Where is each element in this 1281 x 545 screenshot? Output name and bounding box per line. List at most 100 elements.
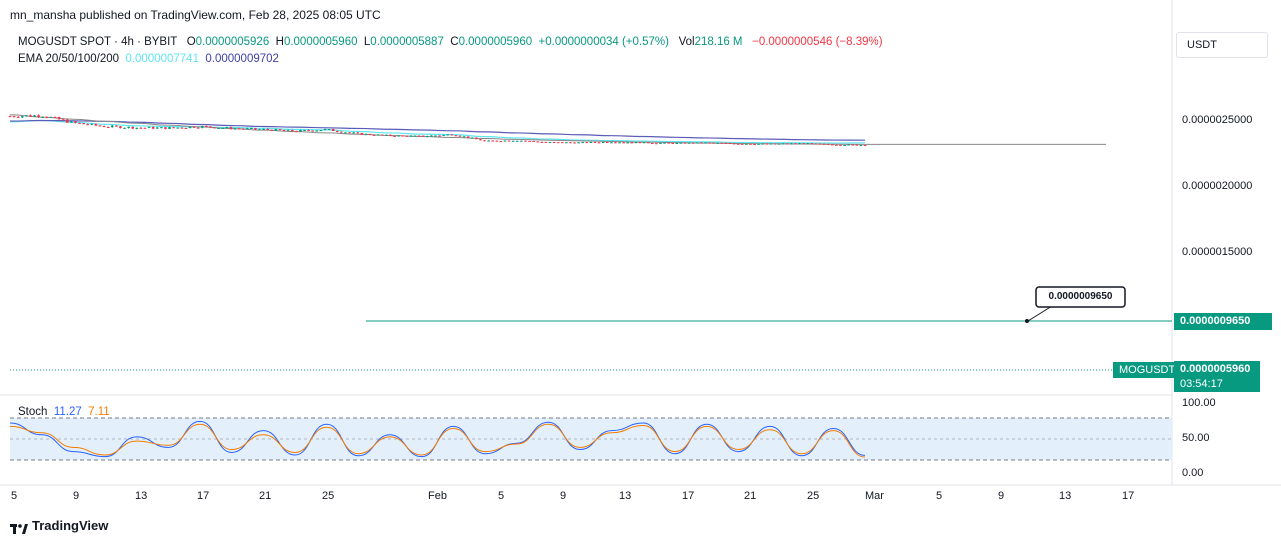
candle-body xyxy=(794,143,797,145)
candle-body xyxy=(270,129,274,131)
candle-body xyxy=(385,134,388,136)
candle-body xyxy=(364,133,368,135)
candle-body xyxy=(773,143,777,145)
time-label: 21 xyxy=(259,490,272,502)
candle-body xyxy=(237,128,241,130)
candle-body xyxy=(605,142,609,144)
candle-body xyxy=(577,142,580,144)
low-value: 0.0000005887 xyxy=(370,36,444,48)
close-label: C xyxy=(450,36,459,48)
time-label: 9 xyxy=(998,490,1005,502)
candle-body xyxy=(659,142,662,144)
candle-body xyxy=(552,142,556,144)
candle-body xyxy=(671,142,675,144)
open-value: 0.0000005926 xyxy=(195,36,270,48)
candle-body xyxy=(573,142,576,144)
candle-body xyxy=(45,116,49,118)
candle-body xyxy=(147,126,151,128)
candle-body xyxy=(25,115,28,117)
symbol-title[interactable]: MOGUSDT SPOT · 4h · BYBIT xyxy=(18,36,178,48)
candle-body xyxy=(94,123,98,126)
candle-body xyxy=(344,132,347,134)
candle-body xyxy=(266,128,270,130)
candle-body xyxy=(372,134,376,136)
candle-body xyxy=(700,142,703,144)
candle-body xyxy=(740,143,744,145)
candle-body xyxy=(205,126,208,128)
ema-value-2: 0.0000009702 xyxy=(205,53,279,65)
candle-body xyxy=(491,140,495,142)
candle-layer xyxy=(8,114,867,147)
series-layer xyxy=(9,114,1106,145)
candle-body xyxy=(192,126,196,128)
candle-body xyxy=(123,127,126,129)
candle-body xyxy=(511,140,515,142)
candle-body xyxy=(299,130,302,132)
candle-body xyxy=(184,127,188,129)
candle-body xyxy=(663,142,666,144)
stoch-d-value: 7.11 xyxy=(88,406,110,418)
stoch-d-line xyxy=(9,423,866,458)
time-label: 13 xyxy=(619,490,632,502)
candle-body xyxy=(720,142,724,144)
ema-legend[interactable]: EMA 20/50/100/200 0.0000007741 0.0000009… xyxy=(18,53,279,65)
candle-body xyxy=(667,142,670,144)
time-label: 5 xyxy=(11,490,18,502)
candle-body xyxy=(196,127,200,129)
candle-body xyxy=(524,140,527,142)
brand[interactable]: TradingView xyxy=(10,518,109,534)
candle-body xyxy=(724,142,728,144)
stoch-tick-50: 50.00 xyxy=(1182,432,1210,444)
currency-button[interactable]: USDT xyxy=(1176,32,1268,58)
candle-body xyxy=(442,134,445,136)
candle-body xyxy=(20,116,24,118)
candle-body xyxy=(430,135,433,137)
candle-body xyxy=(691,142,695,144)
candle-body xyxy=(229,127,233,130)
candle-body xyxy=(732,143,736,145)
time-label: 25 xyxy=(807,490,820,502)
candle-body xyxy=(556,142,560,144)
candle-body xyxy=(131,126,135,129)
candle-body xyxy=(241,128,245,130)
candle-body xyxy=(859,145,863,147)
candle-body xyxy=(311,130,315,132)
brand-text: TradingView xyxy=(32,518,109,533)
candle-body xyxy=(417,135,421,137)
candle-body xyxy=(401,135,405,137)
candle-body xyxy=(327,129,331,131)
candle-body xyxy=(704,142,707,144)
candle-body xyxy=(70,121,73,123)
candle-body xyxy=(409,135,413,137)
candle-body xyxy=(278,129,282,131)
stoch-legend[interactable]: Stoch 11.27 7.11 xyxy=(18,406,110,418)
candle-body xyxy=(446,134,450,136)
candle-body xyxy=(397,135,400,137)
candle-body xyxy=(630,142,634,144)
open-label: O xyxy=(186,36,196,48)
ohlc-legend: MOGUSDT SPOT · 4h · BYBIT O0.0000005926 … xyxy=(18,36,883,48)
candle-body xyxy=(499,141,503,143)
candle-body xyxy=(581,142,585,144)
candle-body xyxy=(360,133,364,135)
callout-text[interactable]: 0.0000009650 xyxy=(1048,291,1113,302)
candle-body xyxy=(843,145,846,147)
candle-body xyxy=(642,142,646,144)
candle-body xyxy=(376,134,380,136)
time-label: Feb xyxy=(428,490,447,502)
series-line-ema-200 xyxy=(9,119,866,141)
ema-label: EMA 20/50/100/200 xyxy=(18,53,120,65)
candle-body xyxy=(626,142,630,144)
time-label: 13 xyxy=(1059,490,1072,502)
candle-body xyxy=(610,142,613,144)
candle-body xyxy=(622,142,625,144)
volume-change: −0.0000000546 (−8.39%) xyxy=(752,36,883,48)
candle-body xyxy=(777,143,781,145)
candle-body xyxy=(389,134,392,136)
change-value: +0.0000000034 (+0.57%) xyxy=(538,36,669,48)
volume-label: Vol xyxy=(678,36,695,48)
candle-body xyxy=(560,142,564,144)
candle-body xyxy=(286,129,290,131)
candle-body xyxy=(597,142,601,144)
